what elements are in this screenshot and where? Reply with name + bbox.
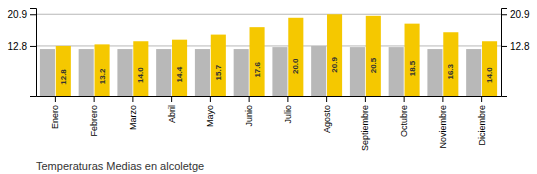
tick: 12.8 (8, 41, 36, 52)
bar (56, 46, 71, 96)
bar (172, 40, 187, 96)
tick-label: Abril (167, 105, 177, 123)
tick-mark (210, 96, 211, 102)
tick-label: Noviembre (438, 105, 448, 149)
data-label: 20.9 (330, 57, 339, 73)
tick: 20.9 (501, 9, 530, 20)
tick: Julio (283, 96, 293, 124)
tick-label: Septiembre (360, 105, 370, 151)
bar (234, 49, 249, 96)
data-label: 14.0 (136, 67, 145, 83)
bar (40, 49, 55, 96)
bar (427, 49, 442, 96)
bar (195, 49, 210, 96)
bar (405, 24, 420, 96)
data-label: 12.8 (59, 69, 68, 85)
tick-label: Junio (244, 105, 254, 127)
tick: Septiembre (360, 96, 370, 151)
tick-mark (30, 46, 36, 47)
tick-mark (501, 46, 507, 47)
bar (466, 49, 481, 96)
tick-label: Diciembre (477, 105, 487, 146)
tick: Enero (50, 96, 60, 129)
bar (250, 27, 265, 96)
bars (40, 14, 497, 96)
bar (95, 44, 110, 96)
bar (156, 49, 171, 96)
tick-mark (171, 96, 172, 102)
bar (350, 47, 365, 96)
data-label: 17.6 (253, 62, 262, 78)
bar (117, 49, 132, 96)
tick-label: Marzo (128, 105, 138, 130)
tick: Agosto (322, 96, 332, 133)
tick-mark (94, 96, 95, 102)
tick: Octubre (399, 96, 409, 137)
tick: Junio (244, 96, 254, 127)
tick-mark (501, 14, 507, 15)
axis-line (502, 9, 508, 97)
tick-mark (442, 96, 443, 102)
bar (288, 18, 303, 96)
grid-line (36, 14, 501, 15)
data-label: 15.7 (214, 64, 223, 80)
y2-axis: 12.8 20.9 (501, 9, 530, 97)
tick-label: Enero (50, 105, 60, 129)
bar (327, 14, 342, 96)
chart: 12.8 20.9 12.8 20.9 Enero Febrero Marzo Abril Ma… (0, 0, 537, 174)
data-labels: 12.8 13.2 14.0 14.4 15.7 17.6 20.0 20.9 20.5 18.5… (59, 57, 494, 85)
y-axis: 12.8 20.9 (8, 9, 37, 97)
bar (366, 16, 381, 96)
tick-label: Octubre (399, 105, 409, 137)
tick-label: Julio (283, 105, 293, 124)
tick: Febrero (89, 96, 99, 137)
data-label: 20.5 (369, 57, 378, 73)
tick-mark (404, 96, 405, 102)
tick-mark (30, 14, 36, 15)
title: Temperaturas Medias en alcoletge (36, 160, 204, 172)
tick-label: 20.9 (510, 9, 530, 20)
tick-label: Mayo (205, 105, 215, 127)
data-label: 20.0 (291, 58, 300, 74)
bar (482, 41, 497, 96)
data-label: 14.0 (485, 67, 494, 83)
tick: 20.9 (8, 9, 36, 20)
tick-mark (249, 96, 250, 102)
bar (272, 47, 287, 96)
bar (311, 46, 326, 96)
tick-mark (55, 96, 56, 102)
tick-mark (287, 96, 288, 102)
tick-label: 12.8 (8, 41, 28, 52)
bar (443, 32, 458, 96)
tick-mark (481, 96, 482, 102)
tick: Diciembre (477, 96, 487, 146)
tick-mark (365, 96, 366, 102)
tick-mark (132, 96, 133, 102)
tick: Noviembre (438, 96, 448, 149)
bar (79, 49, 94, 96)
bar (211, 35, 226, 96)
data-label: 18.5 (408, 60, 417, 76)
tick: Abril (167, 96, 177, 123)
bar (133, 41, 148, 96)
tick-label: Febrero (89, 105, 99, 137)
tick: Marzo (128, 96, 138, 130)
axis-line (37, 96, 502, 97)
axis-line (30, 9, 37, 97)
tick-label: 20.9 (8, 9, 28, 20)
chart-container: 12.8 20.9 12.8 20.9 Enero Febrero Marzo Abril Ma… (0, 0, 537, 174)
data-label: 13.2 (98, 68, 107, 84)
data-label: 14.4 (175, 66, 184, 82)
tick-label: 12.8 (510, 41, 530, 52)
x-axis: Enero Febrero Marzo Abril Mayo Junio Julio Agos… (37, 96, 502, 151)
grid (36, 14, 501, 46)
tick: Mayo (205, 96, 215, 127)
tick-mark (326, 96, 327, 102)
tick: 12.8 (501, 41, 530, 52)
data-label: 16.3 (446, 63, 455, 79)
tick-label: Agosto (322, 105, 332, 133)
bar (389, 47, 404, 96)
